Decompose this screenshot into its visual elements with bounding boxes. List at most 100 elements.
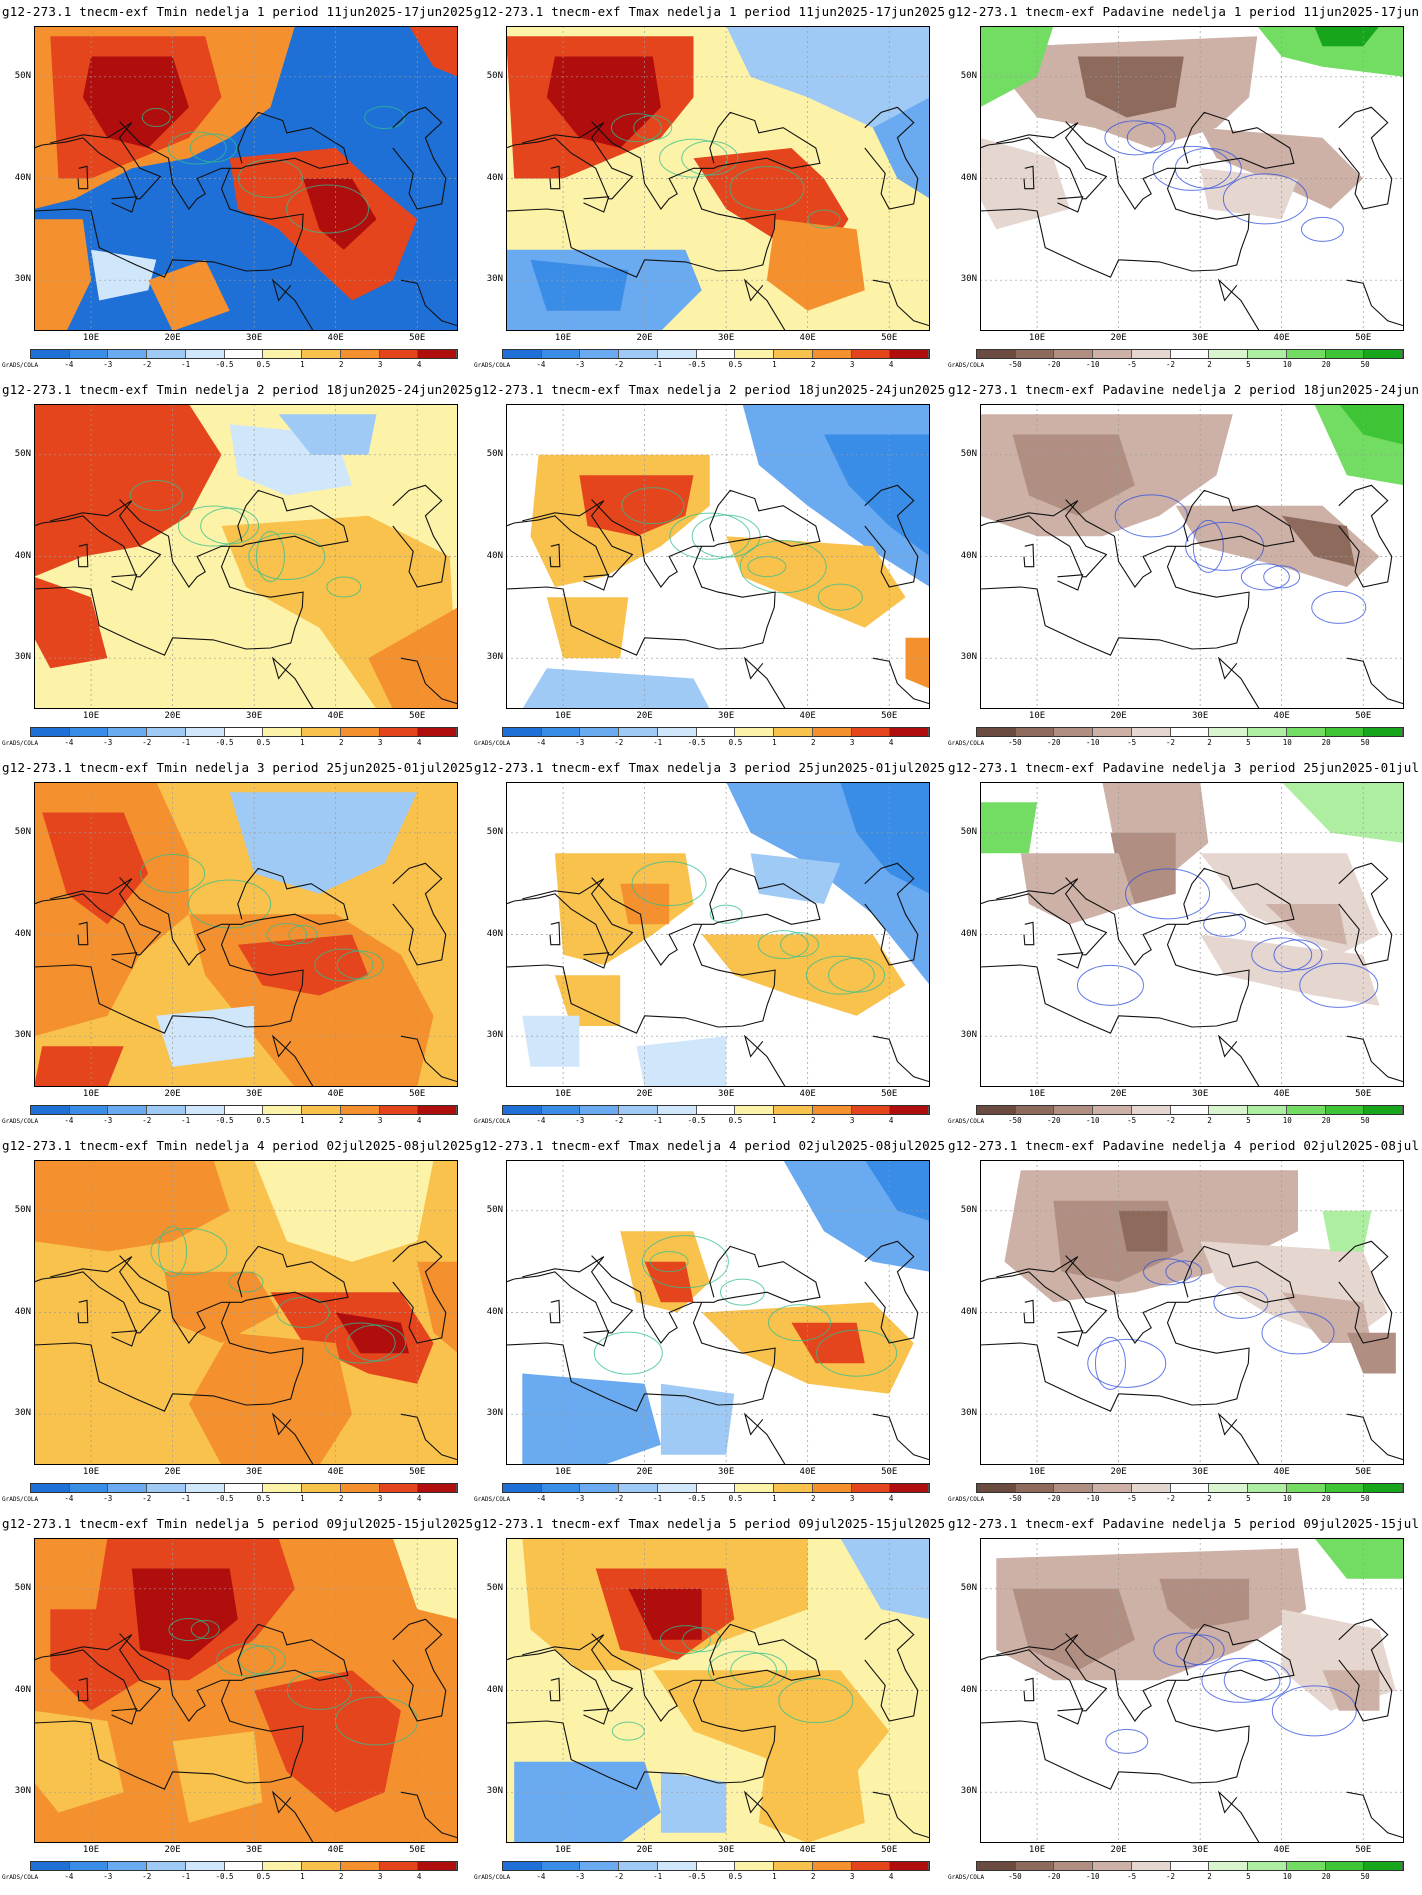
contour-line bbox=[266, 923, 308, 946]
map-panel: g12-273.1 tnecm-exf Tmax nedelja 3 perio… bbox=[472, 756, 946, 1135]
color-bar bbox=[30, 727, 458, 737]
longitude-tick-label: 10E bbox=[554, 1845, 572, 1855]
panel-title: g12-273.1 tnecm-exf Padavine nedelja 5 p… bbox=[948, 1516, 1418, 1531]
anomaly-region bbox=[254, 1160, 434, 1262]
latitude-tick-label: 30N bbox=[486, 274, 503, 285]
color-bar-label: 50 bbox=[1360, 1494, 1370, 1503]
color-bar-swatch bbox=[541, 1862, 581, 1870]
contour-line bbox=[1153, 1632, 1215, 1668]
color-bar-label: 4 bbox=[888, 1116, 894, 1125]
color-bar-swatch bbox=[977, 1106, 1016, 1114]
color-bar-label: 50 bbox=[1360, 738, 1370, 747]
coastline bbox=[864, 484, 919, 588]
contour-line bbox=[682, 1627, 722, 1653]
color-bar-label: 0.5 bbox=[728, 360, 743, 369]
color-bar-label: 3 bbox=[849, 1872, 855, 1881]
color-bar-label: -1 bbox=[653, 1116, 663, 1125]
latitude-tick-label: 30N bbox=[14, 274, 31, 285]
color-bar bbox=[30, 1483, 458, 1493]
color-bar-swatch bbox=[619, 350, 658, 358]
color-bar-label: -2 bbox=[1166, 1494, 1176, 1503]
color-bar bbox=[502, 349, 930, 359]
color-bar-swatch bbox=[108, 1862, 148, 1870]
latitude-tick-label: 40N bbox=[960, 928, 977, 939]
color-bar-swatch bbox=[147, 1484, 186, 1492]
coastline bbox=[392, 1618, 447, 1722]
coastline bbox=[1217, 1412, 1260, 1465]
contour-line bbox=[778, 1678, 854, 1724]
coastline bbox=[743, 278, 786, 331]
map-area bbox=[980, 1160, 1404, 1465]
anomaly-region bbox=[636, 1036, 727, 1087]
color-bar-label: 3 bbox=[377, 1116, 383, 1125]
coastline bbox=[506, 546, 776, 656]
longitude-tick-label: 30E bbox=[246, 1845, 263, 1855]
latitude-tick-label: 50N bbox=[14, 70, 31, 81]
color-bar-swatch bbox=[1209, 1484, 1249, 1492]
coastline bbox=[549, 543, 561, 568]
color-bar-swatch bbox=[147, 728, 186, 736]
coastline bbox=[1023, 165, 1035, 190]
color-bar-swatch bbox=[263, 1484, 303, 1492]
map-area bbox=[506, 404, 930, 709]
coastline bbox=[77, 921, 89, 946]
coastline bbox=[400, 1791, 458, 1839]
latitude-tick-label: 30N bbox=[486, 1030, 503, 1041]
panel-title: g12-273.1 tnecm-exf Tmin nedelja 5 perio… bbox=[2, 1516, 472, 1531]
contour-line bbox=[780, 932, 820, 958]
color-bar-label: 2 bbox=[339, 1116, 344, 1125]
coastline bbox=[1346, 279, 1404, 327]
coastline bbox=[77, 165, 89, 190]
longitude-tick-label: 50E bbox=[409, 1845, 426, 1855]
color-bar-label: -4 bbox=[536, 1872, 546, 1881]
color-bar-swatch bbox=[774, 728, 813, 736]
latitude-tick-label: 50N bbox=[960, 1204, 977, 1215]
color-bar-swatch bbox=[580, 1862, 620, 1870]
latitude-tick-label: 50N bbox=[486, 1582, 503, 1593]
color-bar-swatch bbox=[1325, 1484, 1365, 1492]
color-bar-swatch bbox=[379, 1106, 419, 1114]
contour-line bbox=[1105, 1728, 1149, 1754]
contour-line bbox=[1261, 1311, 1335, 1355]
contour-line bbox=[167, 131, 227, 165]
coastline bbox=[1346, 657, 1404, 705]
contour-line bbox=[1126, 122, 1176, 154]
anomaly-region bbox=[50, 1609, 140, 1711]
longitude-tick-label: 20E bbox=[1110, 711, 1127, 721]
color-bar-label: 4 bbox=[416, 1116, 422, 1125]
color-bar-swatch bbox=[340, 1106, 380, 1114]
anomaly-region bbox=[172, 1731, 263, 1823]
coastline bbox=[34, 924, 304, 1034]
color-bar-swatch bbox=[1170, 1106, 1210, 1114]
map-area bbox=[980, 1538, 1404, 1843]
color-bar-label: -0.5 bbox=[215, 1494, 234, 1503]
longitude-tick-label: 20E bbox=[164, 711, 181, 721]
longitude-tick-label: 40E bbox=[327, 1845, 344, 1855]
map-area bbox=[506, 1160, 930, 1465]
color-bar-swatch bbox=[31, 350, 70, 358]
latitude-tick-label: 30N bbox=[960, 1030, 977, 1041]
credit-text: GrADS/COLA bbox=[948, 740, 985, 747]
color-bar-swatch bbox=[580, 1484, 620, 1492]
coastline bbox=[583, 1330, 610, 1347]
longitude-tick-label: 50E bbox=[881, 1089, 898, 1099]
color-bar-label: -0.5 bbox=[215, 1116, 234, 1125]
longitude-tick-label: 30E bbox=[1192, 1089, 1209, 1099]
color-bar-swatch bbox=[735, 1862, 775, 1870]
color-bar-label: -2 bbox=[614, 1494, 624, 1503]
credit-text: GrADS/COLA bbox=[2, 362, 39, 369]
anomaly-region bbox=[1338, 404, 1404, 445]
color-bar-swatch bbox=[1054, 350, 1094, 358]
coastline bbox=[1065, 1245, 1295, 1344]
map-panel: g12-273.1 tnecm-exf Tmin nedelja 4 perio… bbox=[0, 1134, 474, 1513]
anomaly-region bbox=[522, 1015, 580, 1067]
color-bar bbox=[976, 349, 1404, 359]
map-area bbox=[980, 26, 1404, 331]
coastline bbox=[1057, 196, 1084, 213]
color-bar-swatch bbox=[1131, 1862, 1171, 1870]
color-bar-swatch bbox=[302, 350, 341, 358]
coastline bbox=[549, 1677, 561, 1702]
color-bar-label: 1 bbox=[772, 738, 777, 747]
color-bar-swatch bbox=[696, 728, 736, 736]
latitude-tick-label: 40N bbox=[960, 1306, 977, 1317]
